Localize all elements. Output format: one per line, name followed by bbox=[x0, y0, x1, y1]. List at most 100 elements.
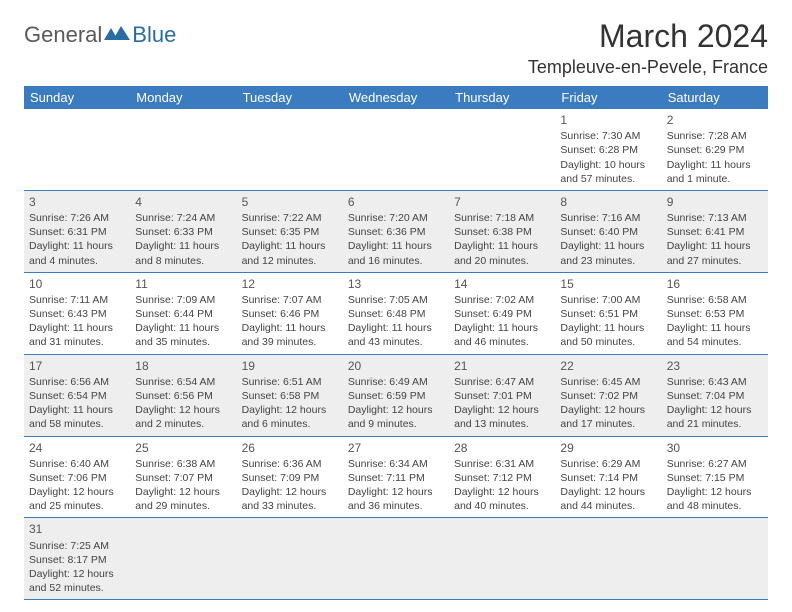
day-number: 8 bbox=[560, 194, 656, 210]
day-day2: and 35 minutes. bbox=[135, 335, 231, 349]
day-day2: and 40 minutes. bbox=[454, 499, 550, 513]
calendar-cell-empty bbox=[130, 518, 236, 600]
calendar-cell-empty bbox=[130, 109, 236, 190]
calendar-cell: 21Sunrise: 6:47 AMSunset: 7:01 PMDayligh… bbox=[449, 354, 555, 436]
day-day2: and 23 minutes. bbox=[560, 254, 656, 268]
calendar-cell-empty bbox=[449, 518, 555, 600]
day-day1: Daylight: 11 hours bbox=[454, 239, 550, 253]
calendar-cell-empty bbox=[237, 109, 343, 190]
day-day1: Daylight: 12 hours bbox=[454, 485, 550, 499]
day-day2: and 29 minutes. bbox=[135, 499, 231, 513]
calendar-cell: 3Sunrise: 7:26 AMSunset: 6:31 PMDaylight… bbox=[24, 190, 130, 272]
calendar-cell: 6Sunrise: 7:20 AMSunset: 6:36 PMDaylight… bbox=[343, 190, 449, 272]
calendar-cell: 5Sunrise: 7:22 AMSunset: 6:35 PMDaylight… bbox=[237, 190, 343, 272]
day-day2: and 36 minutes. bbox=[348, 499, 444, 513]
day-sunrise: Sunrise: 6:56 AM bbox=[29, 375, 125, 389]
day-day2: and 1 minute. bbox=[667, 172, 763, 186]
day-day2: and 50 minutes. bbox=[560, 335, 656, 349]
calendar-cell: 24Sunrise: 6:40 AMSunset: 7:06 PMDayligh… bbox=[24, 436, 130, 518]
day-sunrise: Sunrise: 7:30 AM bbox=[560, 129, 656, 143]
day-day2: and 21 minutes. bbox=[667, 417, 763, 431]
location: Templeuve-en-Pevele, France bbox=[528, 57, 768, 78]
day-day2: and 17 minutes. bbox=[560, 417, 656, 431]
day-day1: Daylight: 12 hours bbox=[135, 485, 231, 499]
calendar-cell: 12Sunrise: 7:07 AMSunset: 6:46 PMDayligh… bbox=[237, 272, 343, 354]
day-day1: Daylight: 11 hours bbox=[667, 158, 763, 172]
day-sunrise: Sunrise: 7:07 AM bbox=[242, 293, 338, 307]
day-header: Tuesday bbox=[237, 86, 343, 109]
day-day2: and 48 minutes. bbox=[667, 499, 763, 513]
calendar-week-row: 3Sunrise: 7:26 AMSunset: 6:31 PMDaylight… bbox=[24, 190, 768, 272]
calendar-cell: 8Sunrise: 7:16 AMSunset: 6:40 PMDaylight… bbox=[555, 190, 661, 272]
day-day2: and 57 minutes. bbox=[560, 172, 656, 186]
day-header: Thursday bbox=[449, 86, 555, 109]
calendar-cell: 27Sunrise: 6:34 AMSunset: 7:11 PMDayligh… bbox=[343, 436, 449, 518]
day-sunrise: Sunrise: 6:51 AM bbox=[242, 375, 338, 389]
day-sunrise: Sunrise: 7:24 AM bbox=[135, 211, 231, 225]
day-day2: and 58 minutes. bbox=[29, 417, 125, 431]
calendar-cell-empty bbox=[555, 518, 661, 600]
day-day1: Daylight: 11 hours bbox=[560, 321, 656, 335]
calendar-cell-empty bbox=[343, 109, 449, 190]
day-day1: Daylight: 12 hours bbox=[29, 567, 125, 581]
day-sunset: Sunset: 6:48 PM bbox=[348, 307, 444, 321]
calendar-week-row: 24Sunrise: 6:40 AMSunset: 7:06 PMDayligh… bbox=[24, 436, 768, 518]
day-sunrise: Sunrise: 6:31 AM bbox=[454, 457, 550, 471]
calendar-cell: 23Sunrise: 6:43 AMSunset: 7:04 PMDayligh… bbox=[662, 354, 768, 436]
day-day2: and 8 minutes. bbox=[135, 254, 231, 268]
day-sunset: Sunset: 6:28 PM bbox=[560, 143, 656, 157]
day-number: 14 bbox=[454, 276, 550, 292]
calendar-week-row: 17Sunrise: 6:56 AMSunset: 6:54 PMDayligh… bbox=[24, 354, 768, 436]
day-sunrise: Sunrise: 6:27 AM bbox=[667, 457, 763, 471]
day-sunset: Sunset: 6:38 PM bbox=[454, 225, 550, 239]
day-day2: and 20 minutes. bbox=[454, 254, 550, 268]
day-day1: Daylight: 12 hours bbox=[667, 403, 763, 417]
day-sunset: Sunset: 7:11 PM bbox=[348, 471, 444, 485]
calendar-cell: 19Sunrise: 6:51 AMSunset: 6:58 PMDayligh… bbox=[237, 354, 343, 436]
day-day2: and 9 minutes. bbox=[348, 417, 444, 431]
calendar-cell-empty bbox=[343, 518, 449, 600]
day-sunset: Sunset: 6:49 PM bbox=[454, 307, 550, 321]
calendar-cell: 26Sunrise: 6:36 AMSunset: 7:09 PMDayligh… bbox=[237, 436, 343, 518]
day-number: 12 bbox=[242, 276, 338, 292]
day-sunrise: Sunrise: 6:47 AM bbox=[454, 375, 550, 389]
day-sunrise: Sunrise: 7:22 AM bbox=[242, 211, 338, 225]
day-day1: Daylight: 12 hours bbox=[667, 485, 763, 499]
day-sunset: Sunset: 6:29 PM bbox=[667, 143, 763, 157]
month-title: March 2024 bbox=[528, 18, 768, 55]
day-sunset: Sunset: 6:36 PM bbox=[348, 225, 444, 239]
day-sunset: Sunset: 6:54 PM bbox=[29, 389, 125, 403]
day-day2: and 13 minutes. bbox=[454, 417, 550, 431]
day-sunset: Sunset: 6:35 PM bbox=[242, 225, 338, 239]
header: General Blue March 2024 Templeuve-en-Pev… bbox=[24, 18, 768, 78]
day-day2: and 31 minutes. bbox=[29, 335, 125, 349]
day-header: Wednesday bbox=[343, 86, 449, 109]
calendar-cell: 30Sunrise: 6:27 AMSunset: 7:15 PMDayligh… bbox=[662, 436, 768, 518]
calendar-cell: 17Sunrise: 6:56 AMSunset: 6:54 PMDayligh… bbox=[24, 354, 130, 436]
day-day2: and 52 minutes. bbox=[29, 581, 125, 595]
day-number: 22 bbox=[560, 358, 656, 374]
logo-flag-icon bbox=[104, 26, 130, 44]
day-day1: Daylight: 11 hours bbox=[29, 239, 125, 253]
day-day2: and 12 minutes. bbox=[242, 254, 338, 268]
logo-text-blue: Blue bbox=[132, 22, 176, 48]
day-number: 29 bbox=[560, 440, 656, 456]
day-day1: Daylight: 11 hours bbox=[454, 321, 550, 335]
day-day1: Daylight: 11 hours bbox=[348, 321, 444, 335]
day-day1: Daylight: 11 hours bbox=[135, 239, 231, 253]
day-header: Sunday bbox=[24, 86, 130, 109]
day-number: 23 bbox=[667, 358, 763, 374]
day-day1: Daylight: 11 hours bbox=[29, 321, 125, 335]
day-number: 18 bbox=[135, 358, 231, 374]
day-number: 28 bbox=[454, 440, 550, 456]
day-day1: Daylight: 12 hours bbox=[348, 485, 444, 499]
day-sunset: Sunset: 6:53 PM bbox=[667, 307, 763, 321]
day-sunset: Sunset: 6:59 PM bbox=[348, 389, 444, 403]
day-sunset: Sunset: 7:02 PM bbox=[560, 389, 656, 403]
day-day2: and 27 minutes. bbox=[667, 254, 763, 268]
day-day2: and 46 minutes. bbox=[454, 335, 550, 349]
day-day1: Daylight: 11 hours bbox=[29, 403, 125, 417]
day-header: Saturday bbox=[662, 86, 768, 109]
day-number: 20 bbox=[348, 358, 444, 374]
calendar-cell-empty bbox=[24, 109, 130, 190]
